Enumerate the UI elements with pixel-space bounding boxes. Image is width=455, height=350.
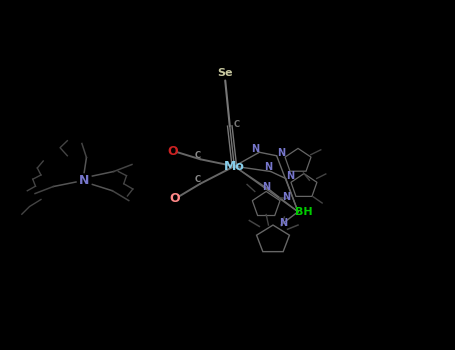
Text: O: O [167,145,178,158]
Text: Mo: Mo [224,160,245,173]
Text: C: C [195,175,201,184]
Text: N: N [277,148,285,158]
Text: N: N [283,192,291,202]
Text: N: N [286,171,294,181]
Text: N: N [262,182,270,192]
Text: C: C [233,120,240,129]
Text: BH: BH [295,207,312,217]
Text: Se: Se [217,68,233,78]
Text: N: N [79,174,89,187]
Text: O: O [170,192,181,205]
Text: N: N [264,162,273,172]
Text: N: N [251,144,259,154]
Text: N: N [279,218,288,228]
Text: C: C [195,150,201,160]
